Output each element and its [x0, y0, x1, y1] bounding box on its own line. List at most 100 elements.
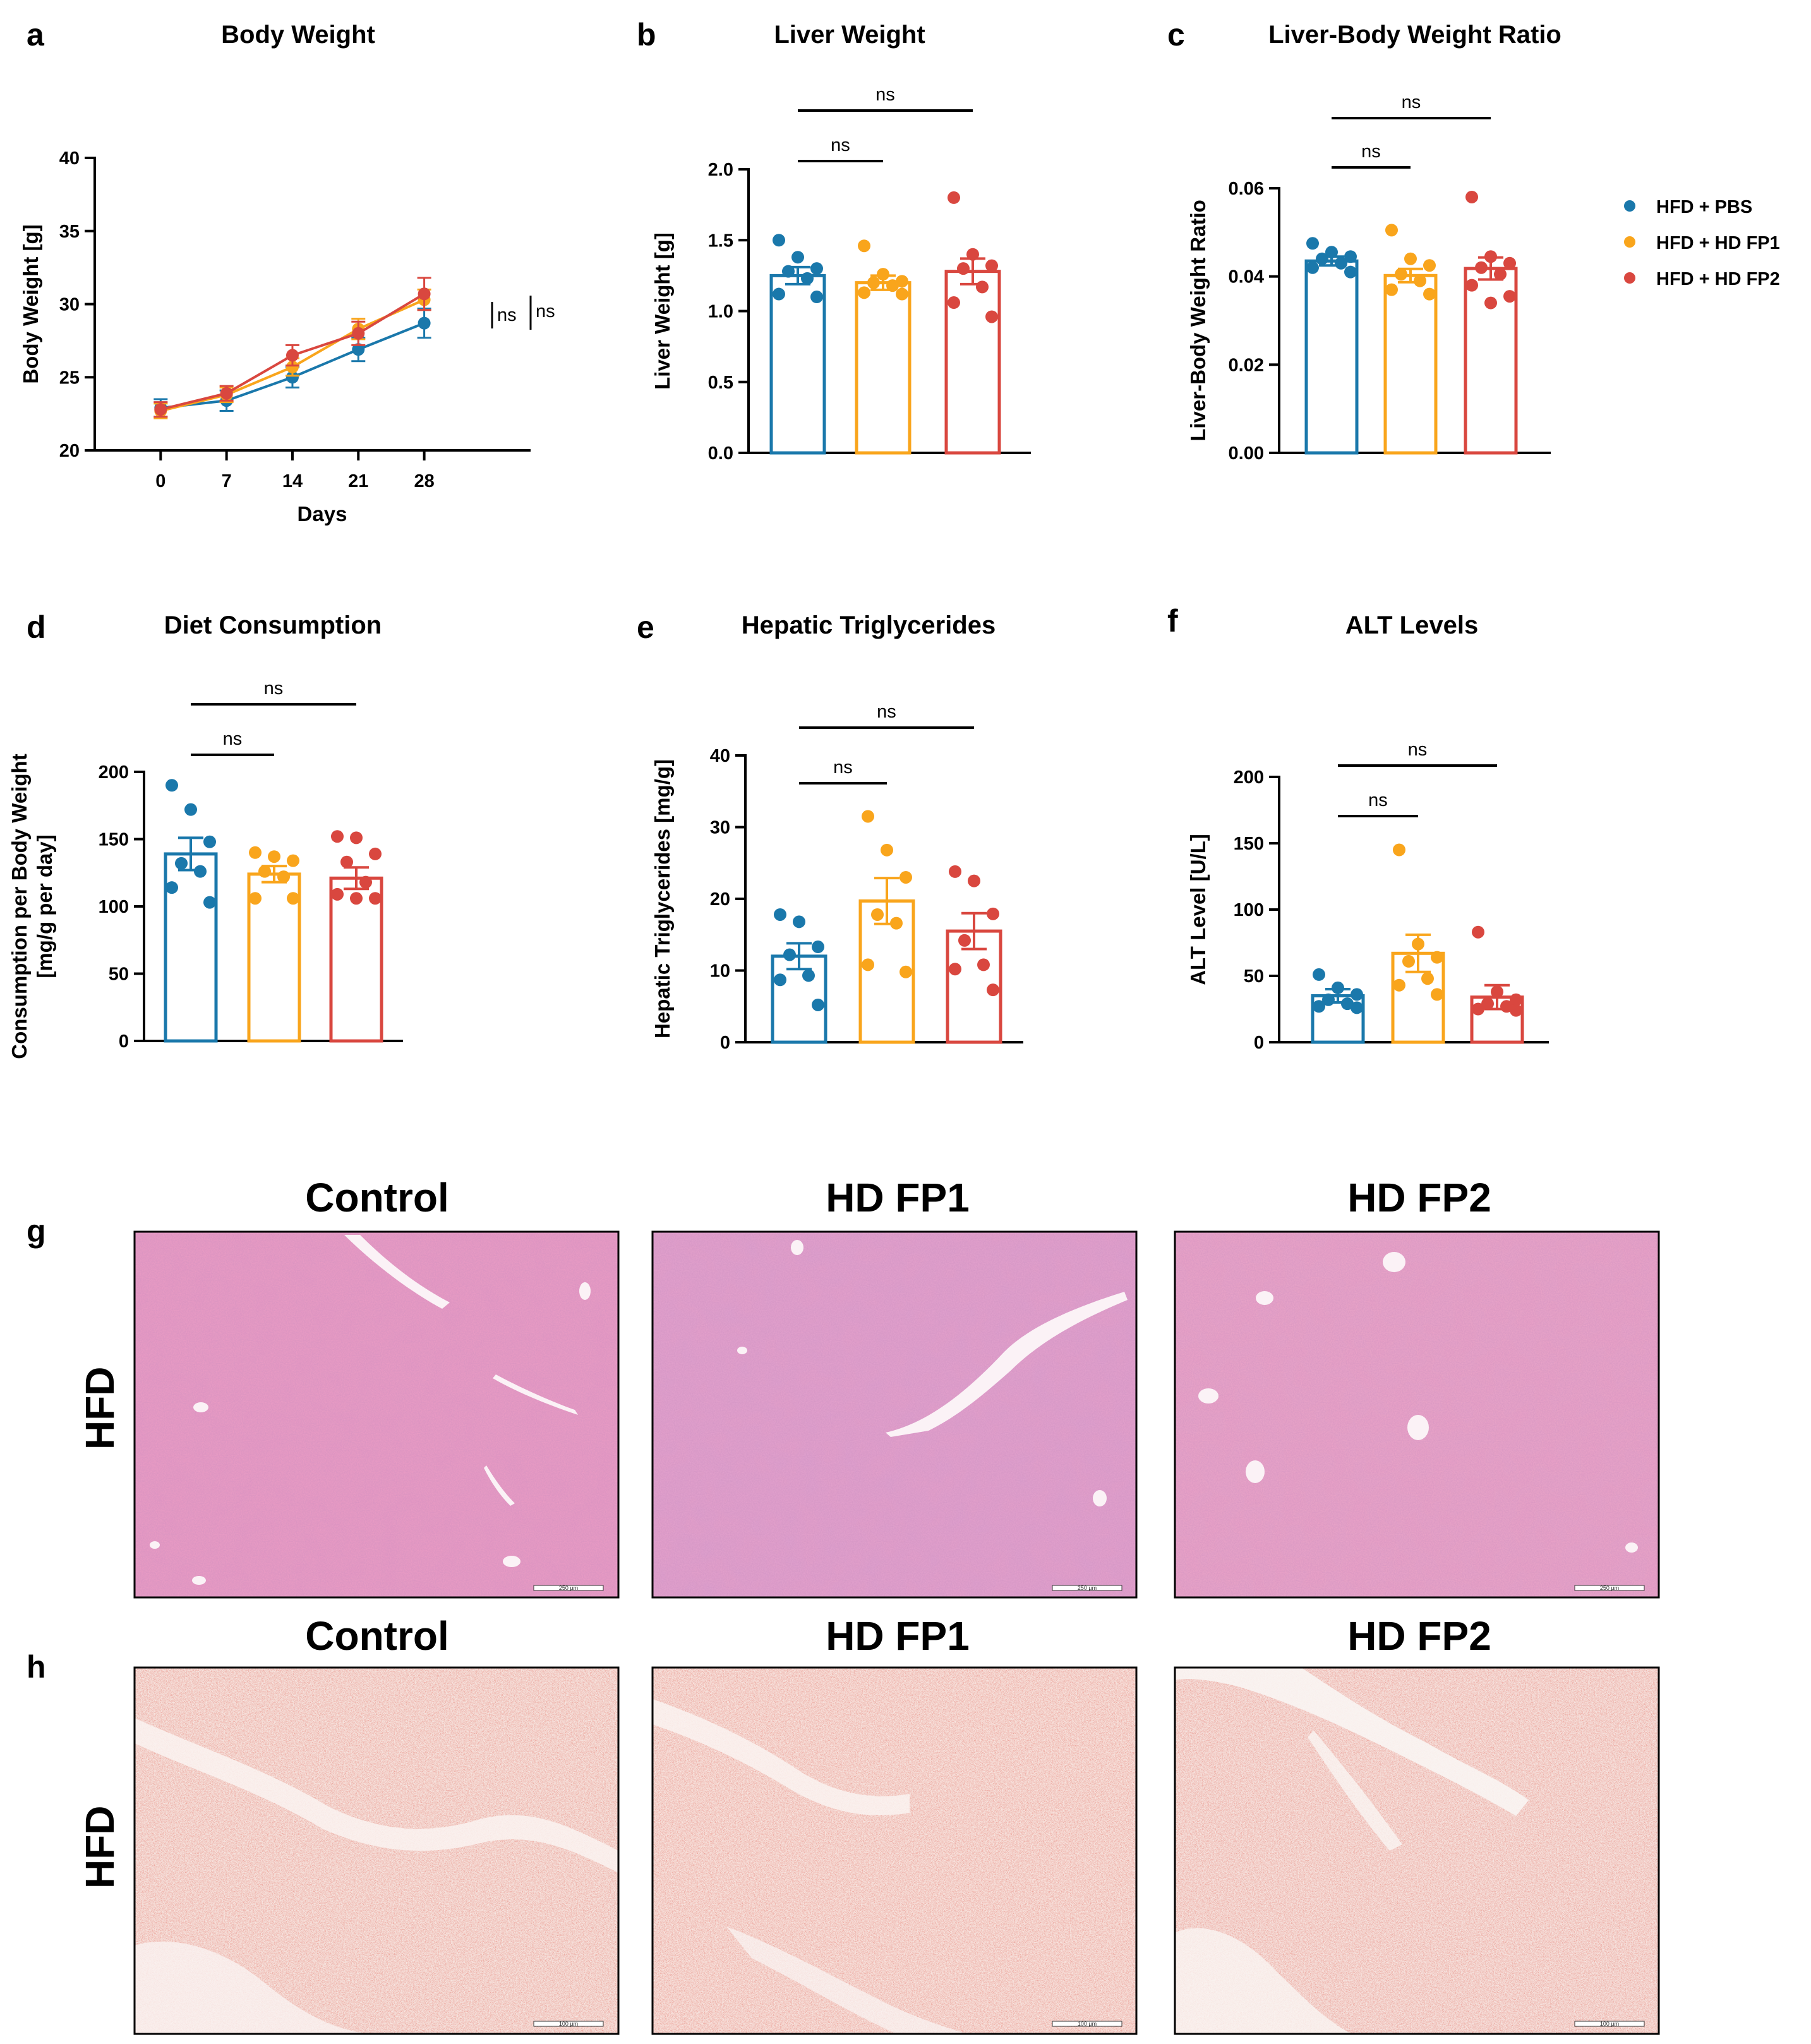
data-point — [1472, 925, 1484, 939]
data-point — [369, 892, 382, 905]
data-point — [862, 958, 874, 971]
data-point — [1313, 968, 1325, 981]
scale-bar-h-fp1 — [1052, 2021, 1122, 2027]
data-point — [418, 316, 431, 330]
y-tick-label: 150 — [99, 830, 129, 850]
data-point — [1421, 972, 1434, 985]
data-point — [1332, 981, 1344, 994]
chart-liver-weight: 0.0 0.5 1.0 1.5 2.0 Liver Weight Liver Weight … — [651, 21, 1031, 464]
data-point — [1393, 843, 1405, 857]
data-point — [277, 870, 290, 884]
data-point — [881, 843, 893, 857]
data-point — [890, 917, 903, 930]
x-tick-label: 7 — [222, 471, 232, 491]
data-point — [862, 810, 874, 823]
data-point — [418, 287, 431, 301]
data-point — [802, 969, 815, 982]
data-point — [249, 892, 262, 905]
scale-bar-g-control — [533, 1585, 604, 1591]
data-point — [350, 831, 363, 845]
y-axis-label: ALT Level [U/L] — [1186, 834, 1210, 985]
chart-hepatic-triglycerides: 0 10 20 30 40 Hepatic Triglycerides Hepatic Tr… — [651, 611, 1023, 1053]
data-point — [949, 865, 961, 878]
data-point — [1393, 978, 1405, 992]
data-point — [286, 361, 299, 374]
data-point — [957, 262, 970, 275]
data-point — [359, 875, 372, 889]
data-point — [948, 296, 960, 310]
data-point — [1500, 1000, 1513, 1013]
y-tick-label: 40 — [710, 746, 730, 766]
data-point — [1316, 252, 1328, 265]
data-point — [1484, 296, 1497, 310]
y-tick-label: 100 — [1234, 900, 1264, 920]
data-point — [1344, 265, 1357, 279]
data-point — [1484, 250, 1497, 263]
chart-title: Liver-Body Weight Ratio — [1268, 21, 1561, 49]
y-axis-label: Liver Weight [g] — [651, 232, 674, 390]
significance-label: ns — [497, 305, 517, 325]
data-point — [1313, 1000, 1325, 1013]
data-point — [1431, 988, 1443, 1001]
significance-label: ns — [1402, 92, 1421, 112]
bar — [1304, 259, 1359, 455]
micrograph-he-control: 250 µm — [133, 1230, 620, 1599]
y-tick-label: 0 — [720, 1033, 730, 1053]
data-point — [287, 854, 299, 867]
data-point — [791, 251, 804, 264]
data-point — [1494, 268, 1507, 281]
data-point — [773, 287, 785, 301]
data-point — [801, 272, 814, 285]
data-point — [1503, 256, 1516, 270]
legend-marker-fp1 — [1624, 236, 1635, 248]
chart-title: Diet Consumption — [164, 611, 382, 639]
data-point — [331, 830, 344, 843]
significance-label: ns — [833, 757, 853, 778]
scale-bar-g-fp1 — [1052, 1585, 1122, 1591]
micrograph-he-fp2: 250 µm — [1174, 1230, 1660, 1599]
data-point — [1402, 954, 1415, 968]
chart-diet-consumption: 0 50 100 150 200 Diet Consumption Consumption … — [8, 611, 403, 1059]
data-point — [977, 958, 990, 971]
data-point — [1395, 268, 1407, 281]
data-point — [1465, 190, 1478, 203]
data-point — [287, 892, 299, 905]
data-point — [858, 239, 870, 253]
y-axis-label: Liver-Body Weight Ratio — [1186, 200, 1210, 442]
data-point — [976, 280, 989, 294]
legend-label-fp2: HFD + HD FP2 — [1656, 269, 1780, 289]
data-point — [886, 279, 899, 292]
scale-text-g-control: 250 µm — [559, 1585, 578, 1591]
legend-marker-pbs — [1624, 200, 1635, 212]
data-point — [352, 343, 365, 356]
y-tick-label: 0.0 — [708, 443, 733, 464]
data-point — [877, 268, 889, 281]
data-point — [958, 934, 971, 947]
y-tick-label: 10 — [710, 961, 730, 982]
micrograph-oro-fp1: 100 µm — [651, 1666, 1138, 2035]
legend: HFD + PBS HFD + HD FP1 HFD + HD FP2 — [1624, 197, 1780, 289]
data-point — [812, 998, 824, 1011]
data-point — [1431, 951, 1443, 964]
data-point — [194, 865, 207, 878]
micrograph-row-g: HFD Control HD FP1 HD FP2 250 µm — [77, 1175, 1660, 1599]
data-point — [783, 948, 796, 961]
data-point — [1472, 1002, 1484, 1016]
data-point — [1412, 937, 1424, 951]
data-point — [966, 248, 979, 261]
data-point — [949, 963, 961, 976]
data-point — [793, 915, 805, 929]
x-tick-label: 21 — [348, 471, 368, 491]
y-tick-label: 40 — [59, 148, 80, 169]
micrograph-oro-fp2: 100 µm — [1174, 1666, 1660, 2035]
y-axis-label: Hepatic Triglycerides [mg/g] — [651, 759, 674, 1038]
data-point — [948, 191, 960, 204]
data-point — [1491, 985, 1503, 999]
data-point — [1306, 237, 1319, 250]
data-point — [154, 403, 167, 416]
y-tick-label: 0 — [119, 1031, 129, 1052]
data-point — [1344, 250, 1357, 263]
panel-letter-e: e — [637, 610, 654, 645]
y-tick-label: 50 — [109, 965, 129, 985]
data-point — [258, 865, 271, 878]
